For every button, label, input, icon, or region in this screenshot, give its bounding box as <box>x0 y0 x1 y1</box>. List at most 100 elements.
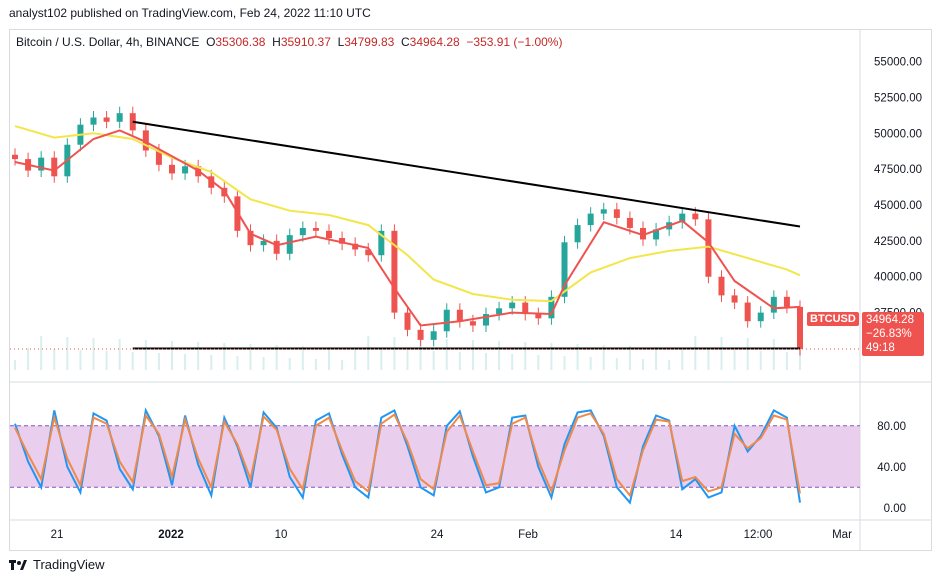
stoch-tick-label: 40.00 <box>877 462 906 474</box>
moving-averages <box>14 125 801 327</box>
candle-body <box>286 235 293 254</box>
volume-bar <box>92 338 95 370</box>
stochastic-pane <box>10 407 860 505</box>
volume-bar <box>131 352 134 370</box>
volume-bar <box>524 342 527 370</box>
volume-bar <box>707 349 710 370</box>
price-tag: 34964.28 −26.83% 49:18 <box>862 312 924 356</box>
candle-body <box>169 164 175 174</box>
legend-change: −353.91 (−1.00%) <box>466 35 563 49</box>
volume-bar <box>642 359 644 370</box>
time-tick-label: 12:00 <box>744 529 773 541</box>
candle-body <box>299 227 306 236</box>
candle-body <box>352 243 359 250</box>
tradingview-logo-icon <box>9 558 27 572</box>
volume-bar <box>668 360 671 370</box>
candle-body <box>496 308 503 315</box>
footer-brand: TradingView <box>33 557 105 572</box>
footer: TradingView <box>9 557 105 572</box>
price-tag-countdown: 49:18 <box>866 342 895 354</box>
volume-bar <box>406 350 409 370</box>
candle-body <box>182 166 189 174</box>
volume-bar <box>655 347 658 370</box>
volume-bar <box>157 353 160 370</box>
volume-bar <box>275 345 278 370</box>
resistance-trendline <box>132 120 801 228</box>
price-tag-price: 34964.28 <box>866 314 914 326</box>
volume-bar <box>759 351 762 370</box>
volume-bar <box>367 336 370 370</box>
volume-bar <box>14 360 16 370</box>
volume-bar <box>602 345 605 370</box>
candle-body <box>679 213 686 223</box>
volume-bar <box>171 341 173 370</box>
volume-bar <box>498 341 501 370</box>
candle-body <box>208 176 215 188</box>
volume-bar <box>681 348 684 370</box>
time-tick-label: 2022 <box>158 529 184 541</box>
legend-low-label: L <box>337 35 345 49</box>
legend-close-label: C <box>400 35 410 49</box>
volume-bar <box>772 339 775 370</box>
candle-body <box>731 295 738 303</box>
candle-body <box>247 230 254 246</box>
volume-bar <box>733 350 736 370</box>
volume-bar <box>471 340 474 370</box>
chart-legend: Bitcoin / U.S. Dollar, 4h, BINANCE O3530… <box>16 35 562 49</box>
candle-body <box>770 296 777 313</box>
volume-bar <box>27 348 30 370</box>
legend-symbol: Bitcoin / U.S. Dollar, 4h, BINANCE <box>16 35 200 49</box>
volume-bar <box>66 337 69 370</box>
volume-bar <box>589 357 592 370</box>
candle-body <box>430 331 437 340</box>
price-tick-label: 45000.00 <box>874 200 922 212</box>
price-tick-label: 55000.00 <box>874 57 922 69</box>
candle-body <box>757 312 764 322</box>
candle-body <box>378 230 385 256</box>
candle-body <box>548 296 555 319</box>
volume-bar <box>720 337 723 370</box>
legend-close: 34964.28 <box>409 35 460 49</box>
ema-fast-line <box>14 129 801 327</box>
legend-open: 35306.38 <box>215 35 266 49</box>
volume-bar <box>79 350 82 370</box>
volume-bar <box>53 349 56 370</box>
time-axis: 21 2022 10 24 Feb 14 12:00 Mar <box>51 529 852 541</box>
volume-bars <box>14 336 801 370</box>
volume-bar <box>210 355 213 370</box>
candle-body <box>443 309 450 332</box>
volume-bar <box>197 342 200 370</box>
volume-bar <box>458 352 461 370</box>
volume-bar <box>419 338 422 370</box>
candle-body <box>469 321 476 326</box>
candle-body <box>38 157 45 171</box>
time-tick-label: 10 <box>275 529 288 541</box>
volume-bar <box>485 353 487 370</box>
volume-bar <box>445 339 448 370</box>
volume-bar <box>40 336 43 370</box>
candle-body <box>797 306 803 349</box>
time-tick-label: 14 <box>670 529 683 541</box>
legend-open-label: O <box>206 35 216 49</box>
volume-bar <box>380 349 383 370</box>
volume-bar <box>537 355 540 370</box>
volume-bar <box>563 356 566 370</box>
candle-body <box>509 302 516 309</box>
volume-bar <box>341 360 344 370</box>
candle-body <box>561 242 568 297</box>
volume-bar <box>785 352 788 370</box>
candle-body <box>613 209 620 218</box>
sma-slow-line <box>14 125 801 303</box>
volume-bar <box>184 354 187 370</box>
candle-body <box>103 117 110 122</box>
volume-bar <box>328 347 330 370</box>
trendlines <box>10 120 860 350</box>
volume-bar <box>262 357 265 370</box>
price-axis: 55000.00 52500.00 50000.00 47500.00 45000.00… <box>874 57 922 515</box>
candle-body <box>718 276 725 296</box>
candle-body <box>653 229 660 240</box>
candle-body <box>365 249 372 256</box>
candle-body <box>312 227 319 231</box>
candle-body <box>260 240 267 246</box>
